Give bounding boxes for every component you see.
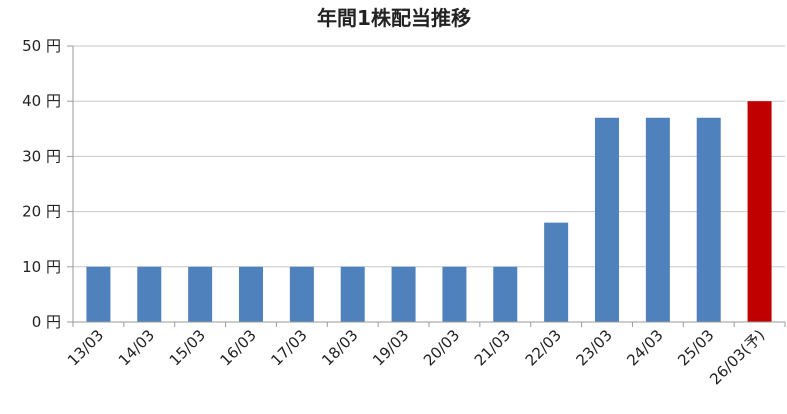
bar-17/03 [289, 266, 314, 322]
y-tick-label: 20 円 [22, 203, 61, 221]
x-tick-label: 13/03 [64, 326, 107, 369]
x-tick-label: 19/03 [369, 326, 412, 369]
x-tick-label: 18/03 [318, 326, 361, 369]
y-axis-ticks: 0 円 10 円 20 円 30 円 40 円 50 円 [22, 37, 73, 331]
y-tick-label: 10 円 [22, 258, 61, 276]
chart-title: 年間1株配当推移 [317, 6, 471, 30]
bar-20/03 [442, 266, 467, 322]
y-tick-label: 40 円 [22, 92, 61, 110]
bar-13/03 [86, 266, 111, 322]
bar-26/03(予) [747, 101, 772, 322]
bar-18/03 [340, 266, 365, 322]
bar-21/03 [493, 266, 518, 322]
x-tick-label: 23/03 [573, 326, 616, 369]
x-tick-label: 17/03 [267, 326, 310, 369]
bar-25/03 [696, 117, 721, 322]
bar-22/03 [544, 222, 569, 322]
bar-14/03 [137, 266, 162, 322]
y-tick-label: 50 円 [22, 37, 61, 55]
bar-16/03 [239, 266, 263, 322]
x-tick-label: 16/03 [217, 326, 260, 369]
x-tick-label: 14/03 [115, 326, 158, 369]
bar-15/03 [188, 266, 213, 322]
x-tick-label: 20/03 [420, 326, 463, 369]
x-tick-label: 24/03 [623, 326, 666, 369]
bar-19/03 [391, 266, 416, 322]
bar-23/03 [595, 117, 619, 322]
gridlines [73, 45, 785, 268]
x-axis-ticks: 13/03 14/03 15/03 16/03 17/03 18/03 19/03 20/03… [64, 322, 786, 388]
axes [72, 46, 785, 323]
x-tick-label: 15/03 [166, 326, 209, 369]
bars [86, 101, 772, 322]
x-tick-label: 21/03 [471, 326, 514, 369]
x-tick-label: 26/03(予) [706, 326, 768, 388]
x-tick-label: 22/03 [522, 326, 565, 369]
y-tick-label: 30 円 [22, 147, 61, 165]
x-tick-label: 25/03 [674, 326, 717, 369]
bar-24/03 [645, 117, 670, 322]
y-tick-label: 0 円 [32, 313, 61, 331]
